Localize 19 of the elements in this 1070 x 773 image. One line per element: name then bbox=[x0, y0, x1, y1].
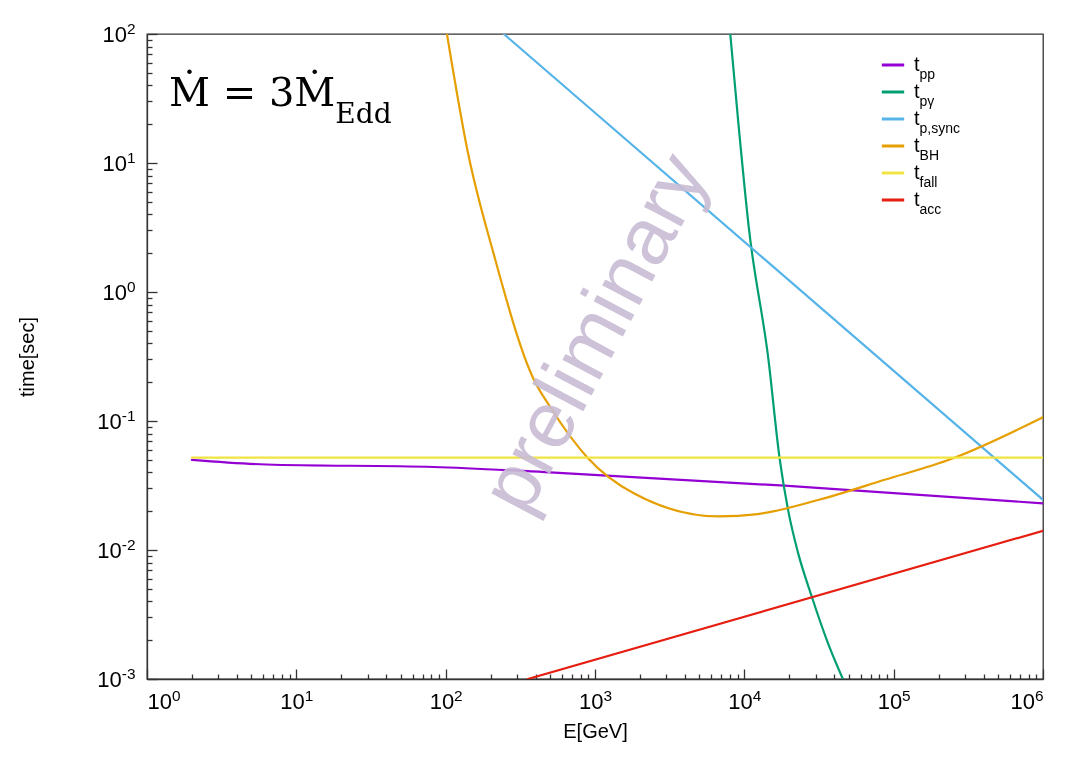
x-axis-title: E[GeV] bbox=[563, 719, 628, 742]
x-tick-label: 10$^{1}$ bbox=[280, 686, 314, 714]
x-tick-label: 10$^{4}$ bbox=[728, 686, 762, 714]
legend-label: t$_{pp}$ bbox=[914, 53, 936, 82]
x-tick-label: 10$^{2}$ bbox=[429, 686, 463, 714]
y-tick-label: 10$^{2}$ bbox=[102, 19, 136, 47]
x-tick-label: 10$^{3}$ bbox=[578, 686, 613, 714]
legend-label: t$_{fall}$ bbox=[914, 161, 938, 190]
legend-label: t$_{acc}$ bbox=[914, 188, 942, 217]
y-tick-label: 10$^{1}$ bbox=[102, 148, 136, 176]
text: Ṁ = 3Ṁ$_{Edd}$ bbox=[169, 69, 392, 130]
y-tick-label: 10$^{-2}$ bbox=[97, 535, 136, 563]
y-tick-label: 10$^{-1}$ bbox=[97, 406, 136, 434]
y-tick-label: 10$^{0}$ bbox=[102, 277, 136, 305]
y-tick-label: 10$^{-3}$ bbox=[97, 664, 136, 692]
x-tick-label: 10$^{0}$ bbox=[147, 686, 181, 714]
x-tick-label: 10$^{6}$ bbox=[1010, 686, 1044, 714]
y-axis-title: time[sec] bbox=[15, 316, 38, 398]
x-tick-label: 10$^{5}$ bbox=[877, 686, 911, 714]
